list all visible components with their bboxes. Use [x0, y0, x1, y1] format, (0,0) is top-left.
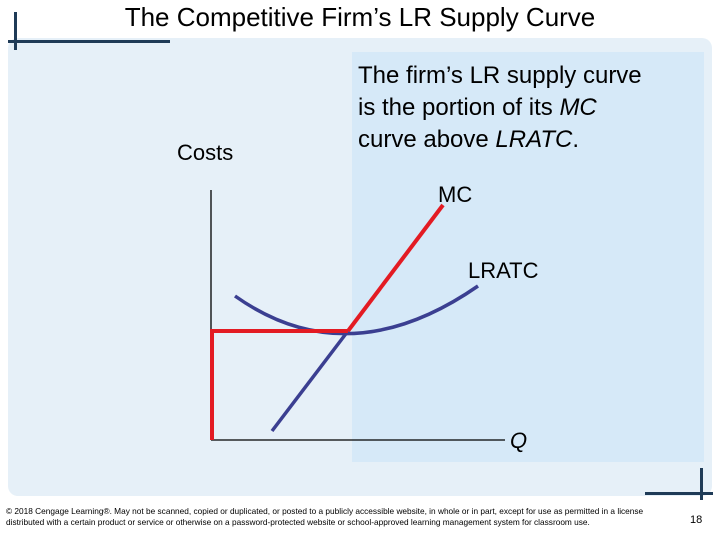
top-left-corner-bar	[8, 40, 170, 43]
mc-line-lower	[270, 329, 350, 433]
lratc-curve-label: LRATC	[468, 258, 539, 283]
callout-line-3-period: .	[572, 126, 579, 153]
page-number: 18	[690, 514, 703, 526]
callout-text: The firm’s LR supply curve is the portio…	[358, 60, 703, 156]
callout-line-2: is the portion of its MC	[358, 92, 703, 124]
bottom-right-corner-bar-vertical	[700, 468, 703, 500]
callout-line-3: curve above LRATC.	[358, 124, 703, 156]
callout-line-1: The firm’s LR supply curve	[358, 62, 642, 89]
x-axis-label: Q	[510, 428, 528, 453]
lr-supply-curve	[210, 329, 348, 440]
lratc-curve	[233, 284, 479, 336]
mc-curve-label: MC	[438, 182, 473, 207]
callout-mc-term: MC	[559, 94, 597, 121]
bottom-right-corner-bar	[645, 492, 713, 495]
callout-lratc-term: LRATC	[495, 126, 573, 153]
callout-background-panel	[352, 52, 704, 462]
callout-line-3-text: curve above	[358, 126, 496, 153]
top-left-corner-bar-vertical	[14, 12, 17, 50]
callout-line-2-text: is the portion of its	[358, 94, 560, 121]
y-axis-label: Costs	[177, 140, 234, 165]
copyright-notice: © 2018 Cengage Learning®. May not be sca…	[6, 506, 644, 527]
mc-line-upper-supply	[346, 203, 445, 333]
slide-title: The Competitive Firm’s LR Supply Curve	[124, 2, 596, 32]
